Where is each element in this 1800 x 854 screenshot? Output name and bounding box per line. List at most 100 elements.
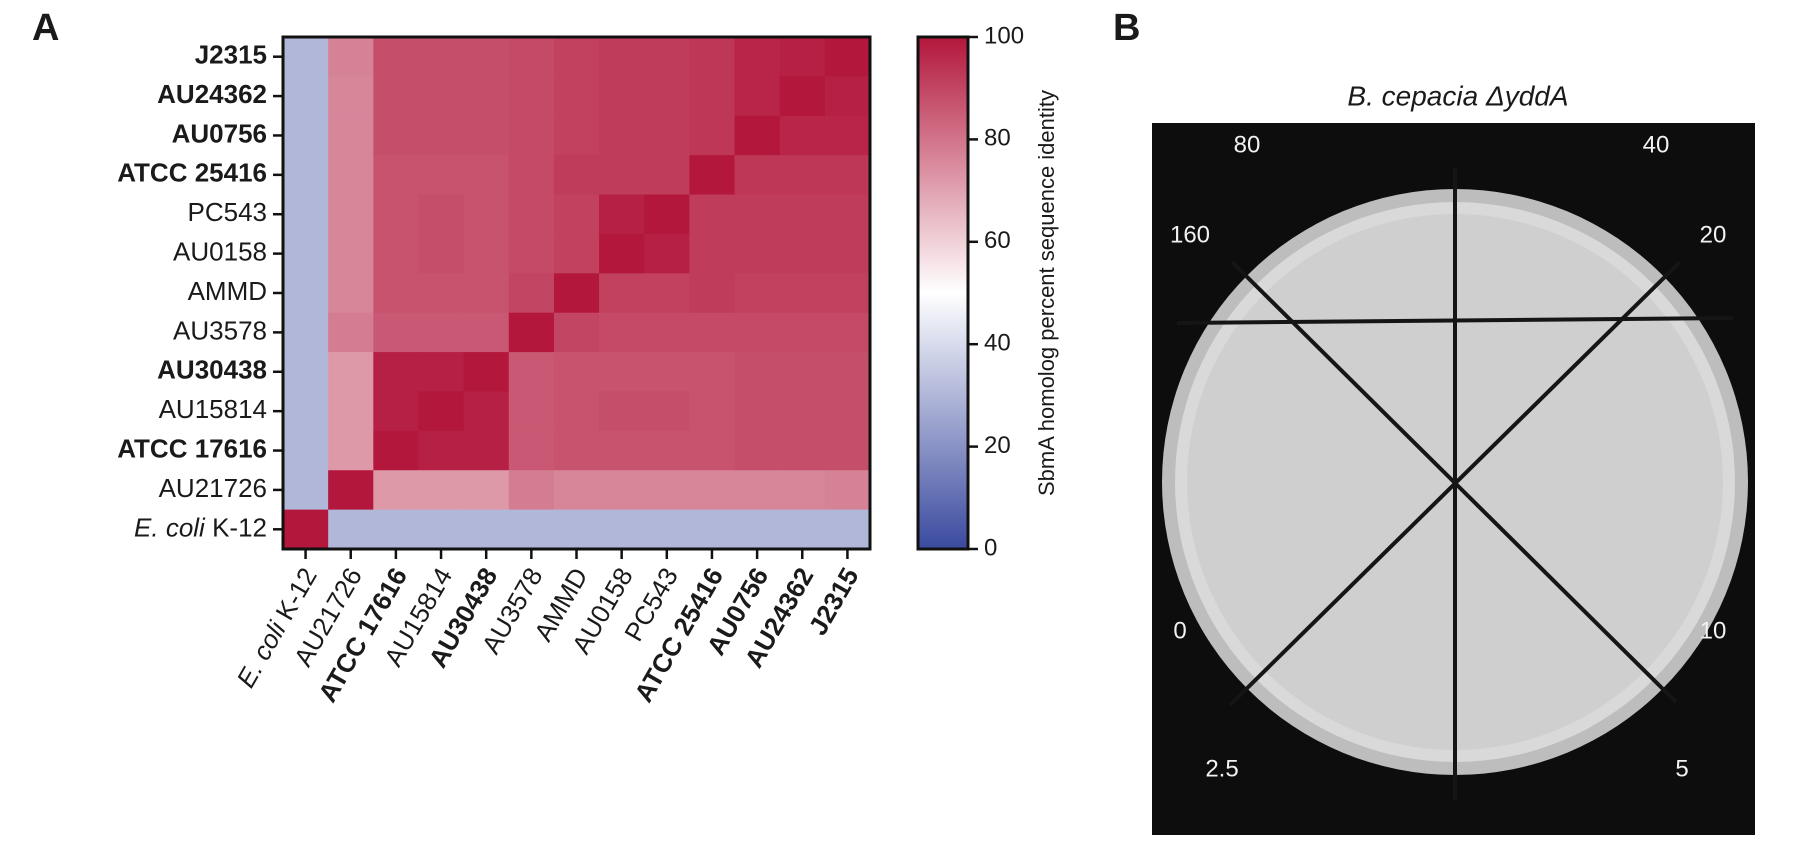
heatmap-cell [508,470,555,511]
heatmap-cell [689,155,736,196]
heatmap-cell [328,155,374,196]
heatmap-cell [734,76,781,117]
heatmap-cell [463,37,510,77]
heatmap-cell [599,76,645,117]
sector-label: 20 [1700,221,1727,248]
heatmap-cell [373,76,419,117]
heatmap-cell [779,312,826,353]
heatmap-cell [373,273,419,314]
heatmap-cell [824,430,871,471]
heatmap-cell [689,76,736,117]
heatmap-cell [418,312,465,353]
heatmap-cell [328,273,374,314]
heatmap-cell [283,391,329,432]
heatmap-cell [463,391,510,432]
heatmap-cell [689,430,736,471]
heatmap-cell [283,312,329,353]
panel-label: A [32,7,59,49]
heatmap-cell [824,115,871,156]
heatmap-cell [599,352,645,392]
heatmap-cell [599,115,645,156]
heatmap-cell [779,391,826,432]
heatmap-cell [373,509,419,550]
heatmap-cell [508,391,555,432]
heatmap-cell [373,233,419,274]
heatmap-cell [689,352,736,392]
heatmap-cell [508,233,555,274]
y-tick-label: AU0756 [172,118,267,148]
colorbar-tick-label: 60 [984,227,1011,254]
heatmap-cell [508,194,555,235]
heatmap-cell [553,233,600,274]
heatmap-cell [373,155,419,196]
heatmap-cell [599,470,645,511]
colorbar [916,35,970,551]
heatmap-cell [779,194,826,235]
heatmap-cell [463,352,510,392]
y-tick-label: ATCC 17616 [117,433,267,463]
heatmap-cell [779,470,826,511]
heatmap-cell [779,115,826,156]
heatmap-cell [373,470,419,511]
heatmap-cell [508,430,555,471]
heatmap-cell [508,76,555,117]
y-tick-label: J2315 [195,40,267,70]
heatmap-cell [779,430,826,471]
heatmap-cell [553,76,600,117]
heatmap-cell [824,233,871,274]
heatmap-cell [508,273,555,314]
heatmap-cell [599,273,645,314]
heatmap-cell [689,509,736,550]
heatmap-cell [463,194,510,235]
heatmap-cell [373,37,419,77]
sector-labels: 80 40 160 20 0 10 2.5 5 [1170,131,1726,782]
sector-label: 160 [1170,221,1210,248]
heatmap-cell [283,115,329,156]
heatmap-cell [418,430,465,471]
heatmap-cell [644,312,690,353]
heatmap-cell [644,37,690,77]
heatmap-cell [283,509,329,550]
heatmap-cell [644,509,690,550]
heatmap-cell [553,430,600,471]
heatmap-cell [734,312,781,353]
heatmap-cell [644,76,690,117]
heatmap-cell [599,233,645,274]
sector-label: 40 [1643,131,1670,158]
heatmap-cell [463,76,510,117]
y-tick-label: AU21726 [159,473,267,503]
heatmap-cell [463,233,510,274]
heatmap-cell [553,37,600,77]
heatmap-cell [824,76,871,117]
heatmap-cell [553,391,600,432]
heatmap-cell [373,352,419,392]
heatmap-cell [689,273,736,314]
heatmap-cell [689,37,736,77]
heatmap-cell [328,391,374,432]
plate-photo [1152,123,1755,835]
heatmap-cell [328,312,374,353]
heatmap-cell [463,115,510,156]
heatmap-cell [508,115,555,156]
sector-label: 10 [1700,617,1727,644]
colorbar-tick-label: 0 [984,534,997,561]
heatmap-cell [283,430,329,471]
heatmap-cell [824,312,871,353]
y-tick-label: ATCC 25416 [117,158,267,188]
heatmap-cell [328,115,374,156]
heatmap-cell [508,509,555,550]
heatmap-cell [463,470,510,511]
heatmap-cell [418,352,465,392]
heatmap-cell [463,312,510,353]
heatmap-cell [553,509,600,550]
sector-label: 5 [1675,755,1688,782]
heatmap-cell [734,391,781,432]
y-tick-label: AU3578 [173,315,267,345]
heatmap-cell [508,155,555,196]
heatmap-cell [779,76,826,117]
heatmap-cell [644,233,690,274]
heatmap-cell [328,430,374,471]
heatmap-cell [734,115,781,156]
heatmap-cell [418,155,465,196]
heatmap-cell [328,509,374,550]
